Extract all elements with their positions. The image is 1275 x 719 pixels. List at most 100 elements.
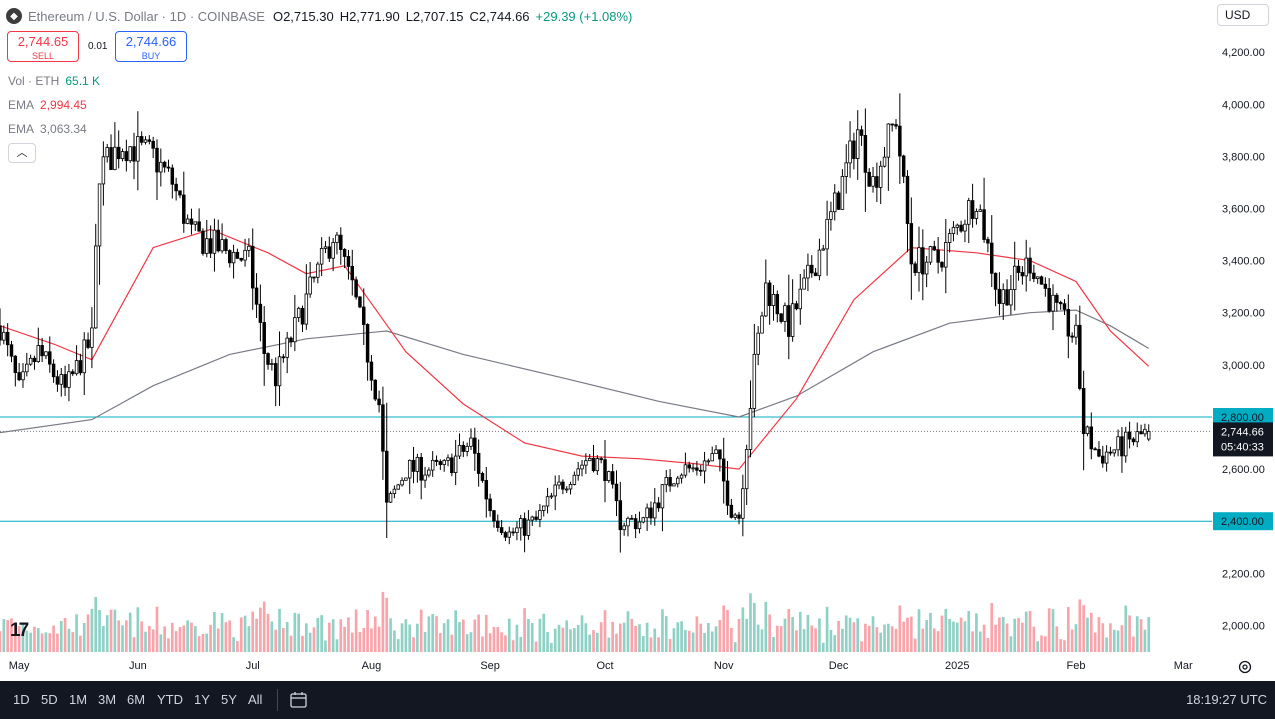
- candle: [1101, 445, 1105, 468]
- volume-bar: [1097, 617, 1101, 652]
- candle: [901, 154, 906, 184]
- candle: [1108, 446, 1113, 456]
- volume-bar: [718, 620, 722, 652]
- volume-bar: [523, 608, 526, 652]
- timeframe-1y[interactable]: 1Y: [194, 692, 210, 707]
- candle: [319, 237, 324, 277]
- ema-short-legend[interactable]: EMA 2,994.45: [8, 98, 87, 112]
- timeframe-5y[interactable]: 5Y: [221, 692, 237, 707]
- sell-button[interactable]: 2,744.65 SELL: [7, 31, 79, 62]
- candle: [641, 516, 646, 524]
- volume-bar: [155, 606, 159, 652]
- candle: [990, 215, 994, 288]
- volume-bar: [128, 612, 132, 652]
- timeframe-6m[interactable]: 6M: [127, 692, 146, 707]
- candle: [855, 110, 860, 180]
- tradingview-logo[interactable]: 17: [10, 620, 29, 641]
- volume-bar: [393, 630, 396, 652]
- candle: [166, 159, 171, 172]
- volume-bar: [232, 637, 235, 652]
- candle: [940, 261, 944, 272]
- volume-bar: [676, 622, 680, 652]
- calendar-range-icon[interactable]: [289, 691, 309, 709]
- candle: [1012, 241, 1017, 311]
- volume-bar: [618, 623, 622, 652]
- volume-bar: [282, 627, 285, 652]
- candle: [825, 200, 829, 276]
- volume-bar: [220, 613, 224, 652]
- volume-bar: [607, 637, 611, 652]
- volume-bar: [450, 634, 454, 652]
- volume-bar: [726, 609, 729, 652]
- volume-bar: [2, 619, 6, 652]
- volume-bar: [527, 618, 530, 652]
- volume-bar: [400, 623, 404, 652]
- candle: [228, 249, 232, 268]
- candle: [645, 503, 649, 531]
- volume-bar: [883, 624, 886, 652]
- volume-bar: [48, 633, 52, 652]
- volume-bar: [818, 618, 821, 652]
- candle: [442, 459, 446, 472]
- volume-bar: [699, 623, 703, 652]
- timeframe-all[interactable]: All: [248, 692, 263, 707]
- volume-bar: [978, 631, 982, 652]
- volume-bar: [749, 593, 752, 652]
- candle: [465, 442, 469, 457]
- candle: [105, 143, 109, 163]
- candle: [714, 445, 718, 455]
- volume-bar: [278, 608, 281, 652]
- x-tick-label: Jul: [246, 660, 260, 672]
- x-tick-label: Mar: [1174, 660, 1193, 672]
- volume-bar: [442, 623, 446, 652]
- candle: [1104, 445, 1109, 472]
- candle: [201, 228, 205, 256]
- candle: [281, 354, 286, 363]
- volume-bar: [829, 629, 833, 652]
- volume-bar: [190, 622, 193, 652]
- volume-bar: [140, 621, 144, 652]
- volume-bar: [71, 632, 75, 652]
- symbol-title[interactable]: Ethereum / U.S. Dollar · 1D · COINBASE: [28, 8, 265, 24]
- candle: [1085, 425, 1090, 437]
- high-value: 2,771.90: [349, 8, 400, 24]
- timeframe-1d[interactable]: 1D: [13, 692, 30, 707]
- candle: [997, 272, 1002, 316]
- candle: [1089, 412, 1094, 460]
- volume-bar: [408, 624, 412, 652]
- volume-bar: [1124, 605, 1128, 652]
- candle: [1112, 449, 1117, 457]
- candle: [1055, 292, 1059, 312]
- volume-bar: [1101, 623, 1105, 652]
- candle: [1035, 276, 1040, 284]
- candle: [0, 308, 2, 346]
- candle: [607, 470, 611, 483]
- timeframe-5d[interactable]: 5D: [41, 692, 58, 707]
- timeframe-3m[interactable]: 3M: [98, 692, 117, 707]
- ema-long-legend[interactable]: EMA 3,063.34: [8, 122, 87, 136]
- candle: [710, 446, 714, 462]
- timeframe-1m[interactable]: 1M: [69, 692, 88, 707]
- price-chart[interactable]: 2,000.00 2,200.00 2,400.00 2,600.00 2,800.00…: [0, 0, 1275, 681]
- candle: [503, 530, 508, 541]
- volume-bar: [1024, 611, 1028, 652]
- volume-bar: [913, 638, 917, 652]
- candle: [507, 526, 512, 545]
- currency-selector[interactable]: USD: [1217, 4, 1269, 26]
- timeframe-ytd[interactable]: YTD: [157, 692, 183, 707]
- high-label: H: [339, 8, 350, 24]
- candle: [698, 464, 703, 477]
- volume-indicator-legend[interactable]: Vol · ETH 65.1 K: [8, 74, 100, 88]
- buy-price: 2,744.66: [125, 34, 177, 49]
- buy-button[interactable]: 2,744.66 BUY: [115, 31, 187, 62]
- x-tick-label: Oct: [596, 660, 613, 672]
- utc-clock[interactable]: 18:19:27 UTC: [1186, 692, 1267, 707]
- volume-bar: [760, 629, 764, 652]
- volume-bar: [898, 605, 902, 652]
- collapse-legend-button[interactable]: ︿: [8, 143, 36, 163]
- candle: [679, 473, 684, 484]
- candle: [974, 208, 979, 225]
- volume-bar: [603, 610, 607, 652]
- volume-bar: [370, 628, 373, 652]
- gear-icon[interactable]: [1237, 659, 1253, 675]
